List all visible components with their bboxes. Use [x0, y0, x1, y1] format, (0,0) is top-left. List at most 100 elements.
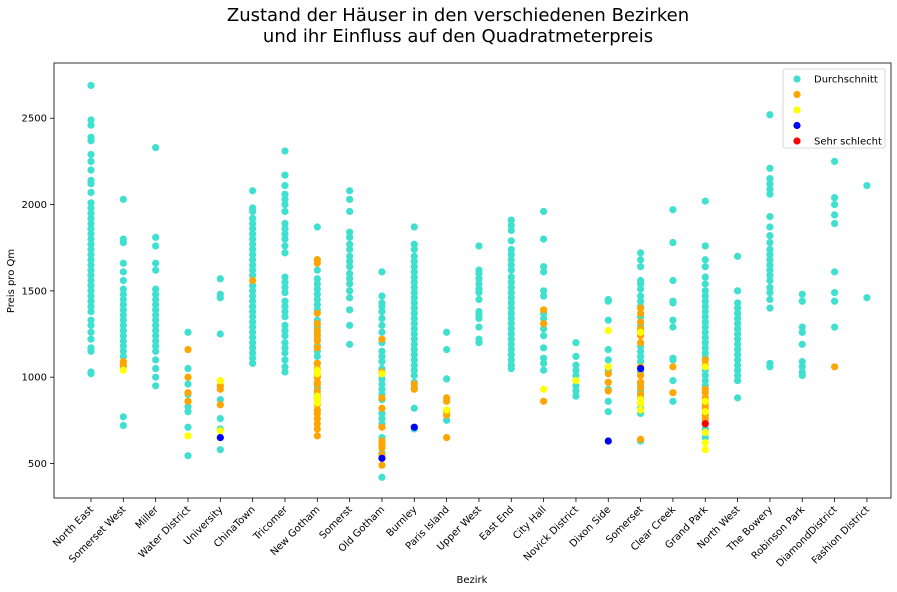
data-point: [119, 268, 127, 276]
data-point: [410, 351, 418, 359]
data-point: [830, 323, 839, 331]
data-point: [637, 383, 645, 392]
data-point: [378, 444, 386, 452]
data-point: [830, 268, 839, 276]
data-point: [863, 294, 871, 302]
data-point: [119, 316, 127, 324]
data-point: [87, 219, 95, 228]
data-point: [184, 389, 192, 397]
data-point: [410, 356, 418, 364]
data-point: [87, 276, 95, 285]
data-point: [507, 351, 515, 359]
data-point: [281, 171, 289, 179]
data-point: [313, 344, 321, 352]
data-point: [540, 292, 548, 300]
chart-title-line-2: und ihr Einfluss auf den Quadratmeterpre…: [263, 26, 653, 47]
data-point: [249, 235, 257, 243]
data-point: [313, 409, 321, 418]
data-point: [701, 297, 709, 305]
data-point: [346, 207, 354, 216]
data-point: [637, 347, 645, 355]
data-point: [378, 394, 386, 402]
data-point: [604, 378, 612, 386]
data-point: [637, 328, 645, 336]
data-point: [281, 356, 289, 364]
data-point: [410, 223, 418, 231]
data-point: [669, 389, 677, 397]
data-point: [572, 366, 580, 374]
data-point: [669, 323, 677, 331]
data-point: [249, 271, 257, 279]
data-point: [152, 373, 160, 381]
data-point: [604, 437, 612, 445]
data-point: [119, 413, 127, 421]
data-point: [87, 287, 95, 295]
data-point: [637, 371, 645, 380]
data-point: [507, 237, 515, 245]
data-point: [313, 295, 321, 304]
legend-marker: [793, 75, 801, 83]
data-point: [87, 297, 95, 305]
data-point: [152, 356, 160, 364]
data-point: [507, 251, 515, 259]
data-point: [87, 166, 95, 174]
data-point: [604, 363, 612, 371]
data-point: [701, 414, 709, 423]
data-point: [249, 292, 257, 300]
data-point: [475, 323, 483, 331]
data-point: [249, 349, 257, 357]
data-point: [378, 380, 386, 388]
data-point: [249, 323, 257, 331]
data-point: [119, 285, 127, 293]
data-point: [87, 328, 95, 336]
data-point: [798, 297, 806, 305]
data-point: [87, 251, 95, 259]
data-point: [830, 363, 839, 371]
data-point: [313, 425, 321, 433]
data-point: [701, 356, 709, 364]
data-point: [346, 252, 354, 260]
data-point: [410, 423, 418, 431]
data-point: [604, 387, 612, 395]
data-point: [87, 307, 95, 316]
data-point: [701, 344, 709, 352]
data-point: [540, 359, 548, 367]
data-point: [507, 266, 515, 274]
data-point: [766, 232, 774, 240]
data-point: [637, 297, 645, 305]
data-point: [87, 302, 95, 310]
data-point: [604, 345, 612, 354]
data-point: [378, 404, 386, 412]
data-point: [378, 358, 386, 366]
data-point: [701, 197, 709, 205]
data-point: [313, 259, 321, 267]
data-point: [507, 320, 515, 328]
data-point: [798, 328, 806, 336]
data-point: [119, 352, 127, 361]
data-point: [249, 276, 257, 285]
data-point: [604, 356, 612, 364]
data-point: [637, 263, 645, 271]
data-point: [507, 261, 515, 269]
plot-area: [53, 62, 892, 499]
data-point: [572, 371, 580, 380]
data-point: [249, 333, 257, 342]
data-point: [313, 280, 321, 288]
data-point: [410, 278, 418, 286]
data-point: [669, 316, 677, 324]
data-point: [701, 433, 709, 442]
data-point: [798, 323, 806, 331]
data-point: [604, 397, 612, 405]
data-point: [766, 271, 774, 279]
data-point: [249, 287, 257, 295]
data-point: [281, 225, 289, 233]
y-axis: 500 1000 1500 2000 2500: [22, 114, 54, 470]
data-point: [734, 309, 742, 317]
data-point: [87, 347, 95, 355]
data-point: [87, 209, 95, 217]
data-point: [701, 328, 709, 336]
data-point: [119, 337, 127, 345]
data-point: [281, 200, 289, 209]
data-point: [766, 238, 774, 247]
data-point: [313, 332, 321, 340]
